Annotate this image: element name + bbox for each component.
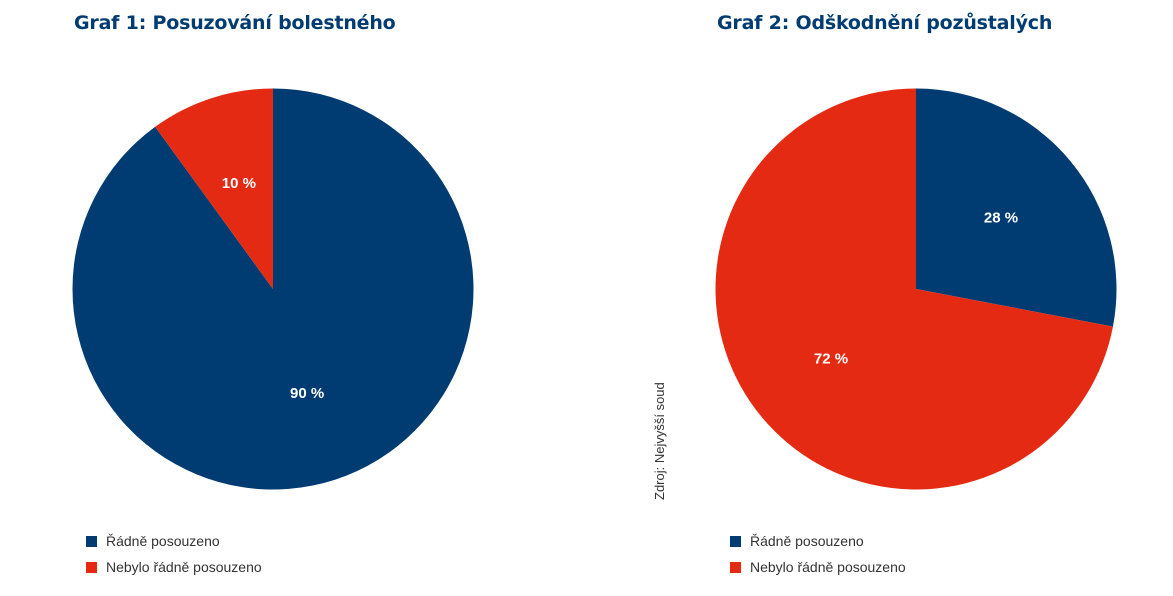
chart1-title: Graf 1: Posuzování bolestného — [74, 12, 396, 34]
chart1-slice-label-0: 90 % — [290, 385, 324, 402]
legend-item-radne-posouzeno: Řádně posouzeno — [86, 528, 262, 554]
chart2-slice-0 — [916, 88, 1117, 327]
legend-swatch-red — [86, 561, 97, 573]
legend-swatch-navy — [730, 535, 741, 547]
chart1-slice-1 — [155, 88, 273, 289]
chart1-slice-label-1: 10 % — [222, 175, 256, 192]
legend-swatch-navy — [86, 535, 97, 547]
chart2-slice-label-1: 72 % — [814, 350, 848, 367]
chart2-legend: Řádně posouzeno Nebylo řádně posouzeno — [730, 528, 906, 580]
chart2-slice-1 — [715, 88, 1113, 490]
chart1-legend: Řádně posouzeno Nebylo řádně posouzeno — [86, 528, 262, 580]
legend-item-radne-posouzeno: Řádně posouzeno — [730, 528, 906, 554]
legend-label: Nebylo řádně posouzeno — [750, 559, 906, 575]
legend-item-nebylo-radne-posouzeno: Nebylo řádně posouzeno — [86, 554, 262, 580]
chart2-pie: 28 % 72 % — [715, 88, 1117, 490]
chart1-pie: 90 % 10 % — [72, 88, 474, 490]
chart2-title: Graf 2: Odškodnění pozůstalých — [717, 12, 1053, 34]
legend-label: Řádně posouzeno — [106, 533, 220, 549]
legend-label: Řádně posouzeno — [750, 533, 864, 549]
legend-swatch-red — [730, 561, 741, 573]
legend-label: Nebylo řádně posouzeno — [106, 559, 262, 575]
source-note: Zdroj: Nejvyšší soud — [652, 382, 667, 500]
chart2-slice-label-0: 28 % — [984, 210, 1018, 227]
chart1-slice-0 — [72, 88, 474, 490]
legend-item-nebylo-radne-posouzeno: Nebylo řádně posouzeno — [730, 554, 906, 580]
